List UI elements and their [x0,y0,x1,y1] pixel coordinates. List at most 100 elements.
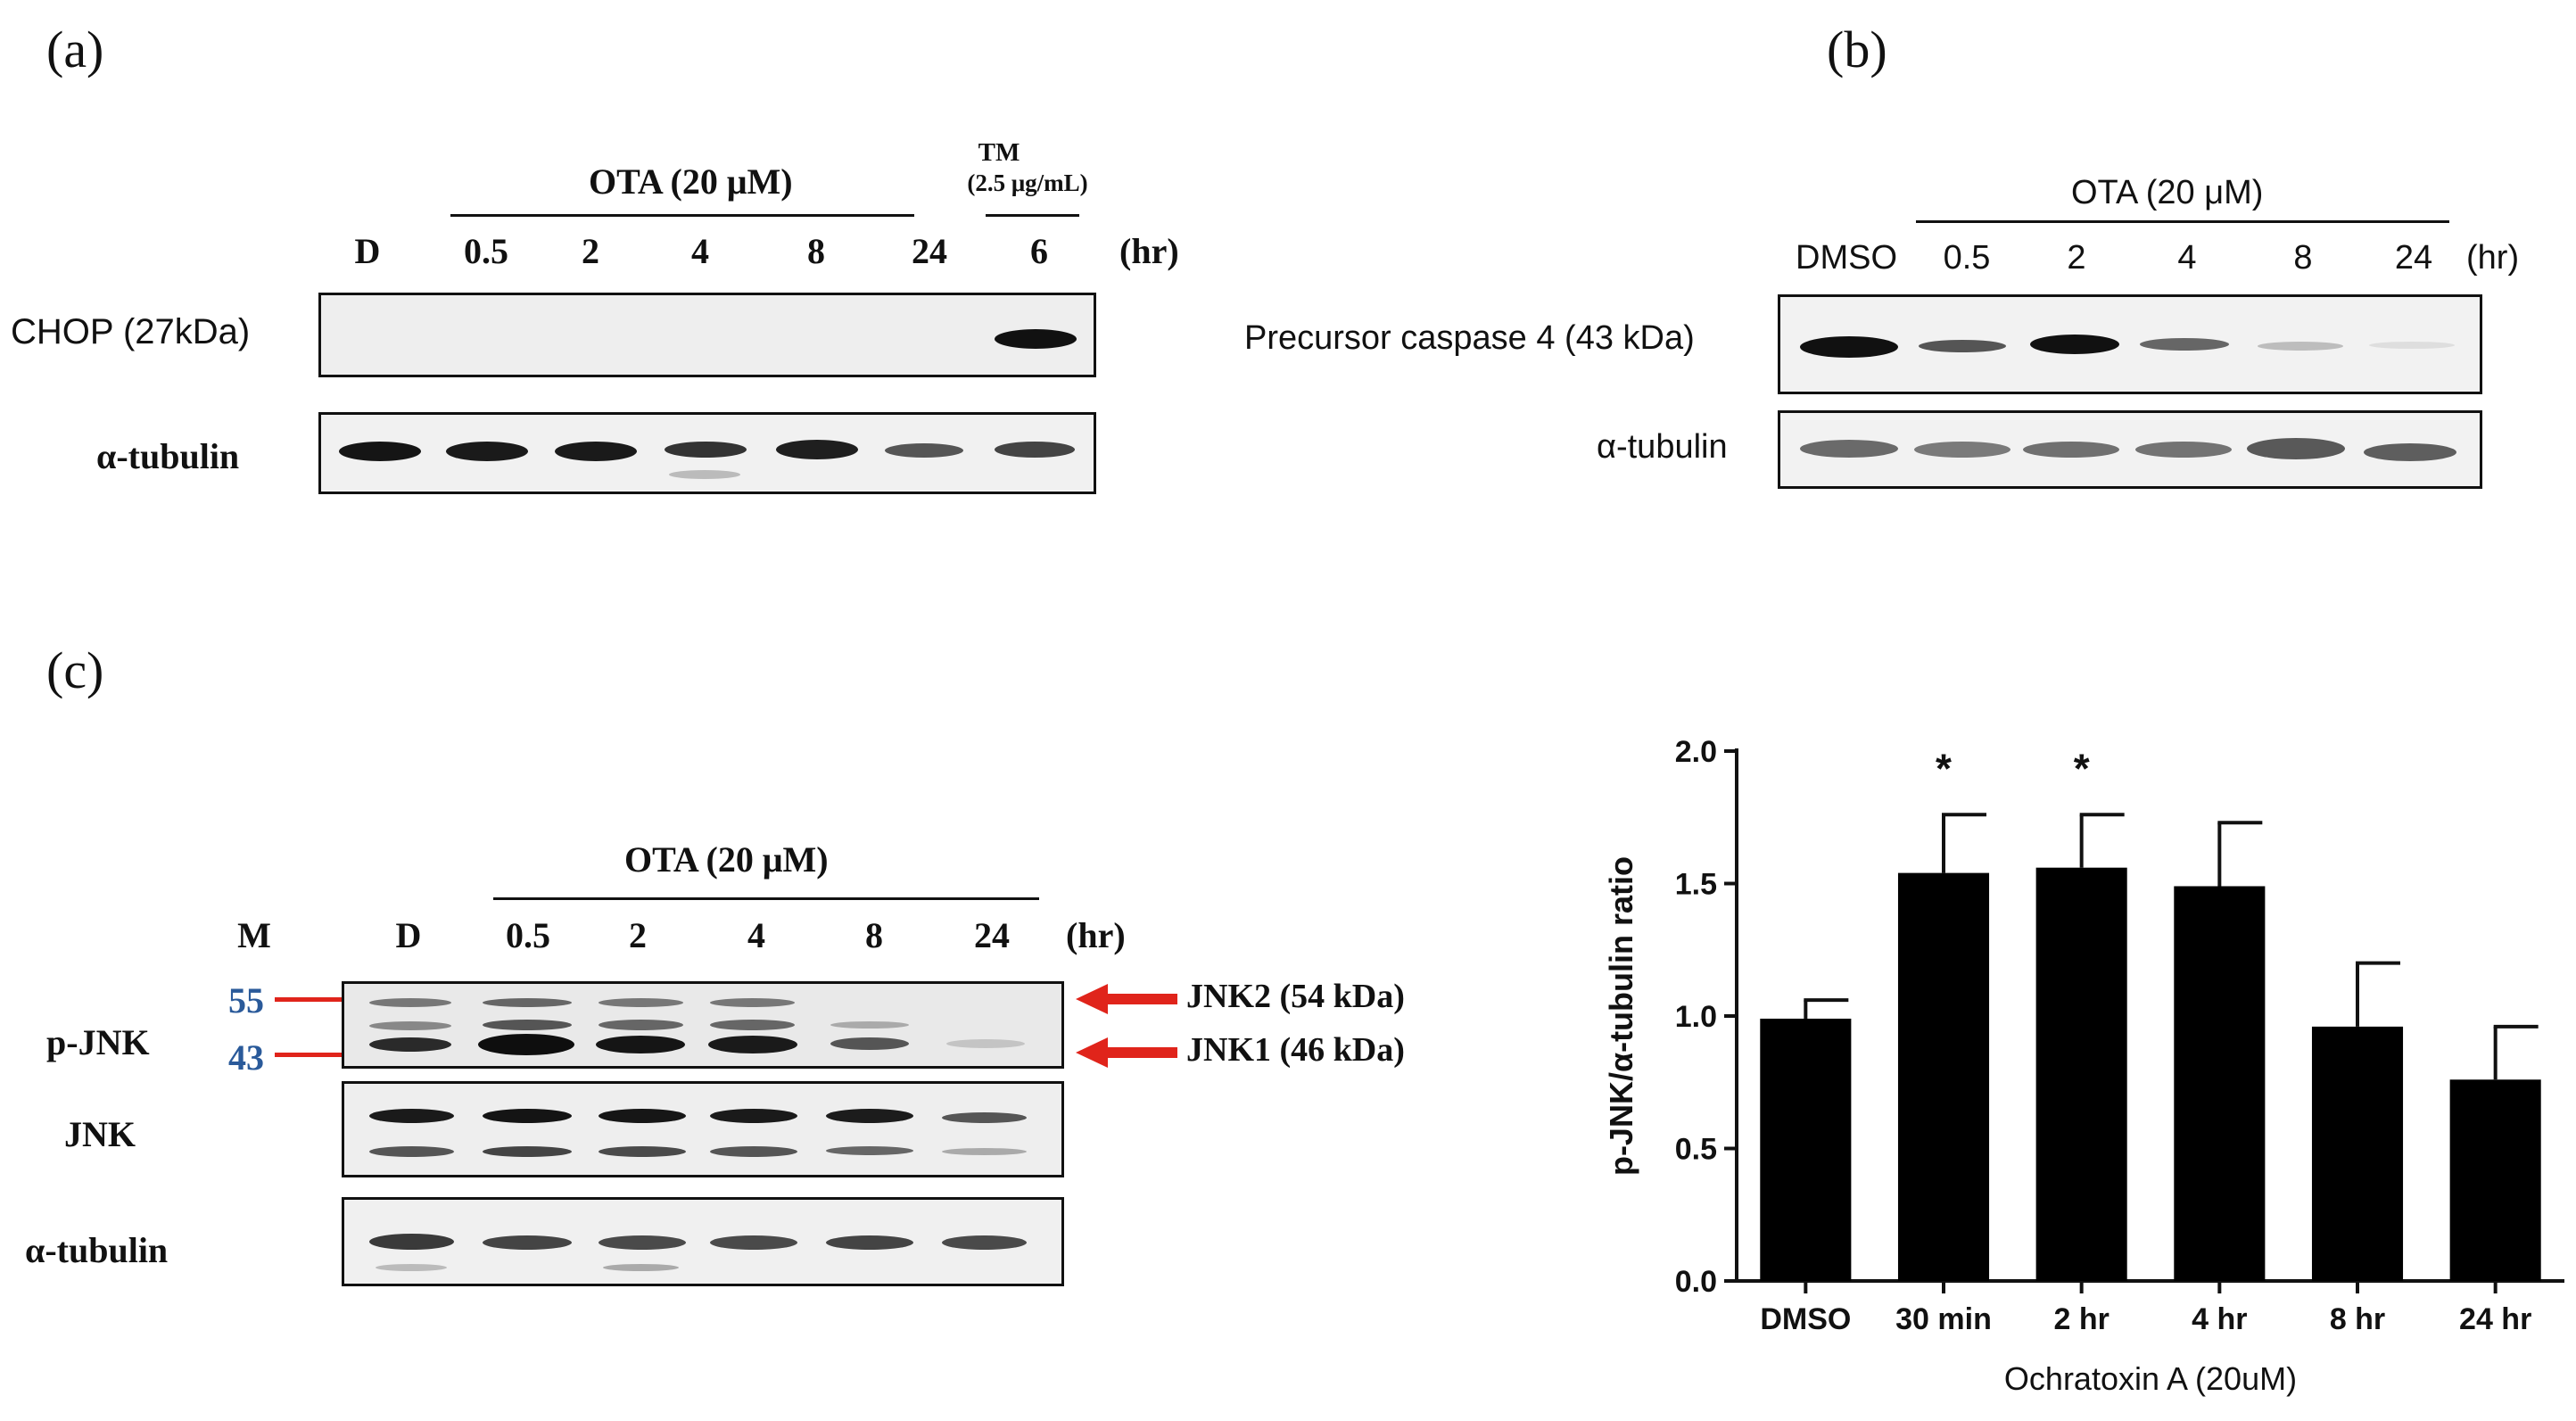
panel-c-lane-label: 8 [865,915,883,955]
panel-a-tm-line [986,214,1079,217]
band [376,1264,447,1271]
band [478,1034,574,1055]
y-axis-title: p-JNK/α-tubulin ratio [1603,856,1639,1176]
panel-a-row-label-tubulin: α-tubulin [96,436,240,476]
panel-b-unit-label: (hr) [2466,239,2520,277]
significance-mark: * [2074,745,2090,791]
band [995,329,1077,349]
panel-b-lane-label: 4 [2177,239,2197,277]
band [599,998,683,1007]
panel-a-lane-label: 2 [582,231,599,271]
y-tick-label: 1.0 [1675,1000,1717,1034]
band [942,1235,1027,1250]
band [830,1021,909,1029]
panel-c-pjnk-blot [342,981,1064,1069]
jnk1-label: JNK1 (46 kDa) [1186,1031,1405,1069]
band [483,1235,572,1250]
marker-43: 43 [228,1037,264,1078]
bar [1897,872,1990,1281]
band [2364,443,2456,461]
band [599,1020,683,1030]
x-tick-label: 24 hr [2459,1302,2531,1336]
panel-a-letter: (a) [46,21,104,78]
panel-b-tubulin-blot [1778,410,2482,489]
panel-b-letter: (b) [1827,21,1887,78]
panel-b-lane-label: 0.5 [1943,239,1991,277]
band [369,1234,454,1250]
band [826,1235,913,1250]
band [483,1109,572,1123]
y-tick-label: 0.5 [1675,1133,1717,1167]
bar [1760,1018,1852,1281]
chart-labels: 0.0 0.5 1.0 1.5 2.0 DMSO 30 min * 2 hr * 4 hr 8 hr 2… [1603,735,2531,1397]
jnk2-label: JNK2 (54 kDa) [1186,978,1405,1015]
band [339,442,421,461]
panel-c-lane-label: 4 [747,915,765,955]
bar [2311,1026,2404,1281]
chart-bars [1760,813,2541,1281]
y-tick-label: 1.5 [1675,868,1717,902]
x-tick-label: 4 hr [2192,1302,2247,1336]
bar [2449,1079,2541,1281]
panel-c-unit-label: (hr) [1066,915,1126,955]
band [599,1235,686,1250]
panel-a-row-label-chop: CHOP (27kDa) [11,312,251,351]
band [369,1037,451,1052]
panel-c-tubulin-blot [342,1197,1064,1286]
band [369,1146,454,1157]
band [2247,438,2345,459]
panel-a-lane-label: 8 [807,231,825,271]
chart-axes [1724,748,2564,1293]
band [826,1146,913,1155]
band [555,442,637,461]
panel-a-unit-label: (hr) [1119,231,1179,271]
band [2140,338,2229,351]
panel-b-lane-label: 24 [2394,239,2433,277]
band [995,442,1075,458]
band [776,440,858,459]
band [830,1037,909,1050]
jnk2-arrow-icon [1076,984,1177,1014]
panel-a-treatment-line [450,214,914,217]
band [946,1039,1025,1048]
band [596,1036,685,1053]
panel-a-tm-label: TM [978,138,1020,167]
x-tick-label: 30 min [1895,1302,1992,1336]
panel-b-lane-label: 2 [2067,239,2086,277]
band [710,1146,797,1157]
band [708,1036,797,1053]
band [710,998,795,1007]
panel-b-row-label-caspase: Precursor caspase 4 (43 kDa) [1244,319,1695,357]
panel-a-lane-label: 24 [912,231,947,271]
band [669,470,740,479]
x-tick-label: 8 hr [2330,1302,2385,1336]
x-tick-label: 2 hr [2053,1302,2109,1336]
panel-c-lane-label: 24 [974,915,1010,955]
marker-43-line [275,1053,344,1057]
band [369,1021,451,1030]
panel-a-tm-dose-label: (2.5 μg/mL) [967,169,1088,196]
band [369,998,451,1007]
panel-c-jnk-blot [342,1081,1064,1177]
panel-c-row-label-tubulin: α-tubulin [25,1230,169,1270]
bar [2035,867,2127,1281]
band [369,1109,454,1123]
panel-c-lane-label: D [395,915,422,955]
band [885,443,963,458]
panel-a-lane-label: 4 [691,231,709,271]
band [942,1148,1027,1155]
x-tick-label: DMSO [1760,1302,1851,1336]
jnk1-arrow-icon [1076,1037,1177,1068]
panel-c-letter: (c) [46,641,104,699]
panel-a-chop-blot [318,293,1096,377]
band [599,1109,686,1123]
band [483,998,572,1007]
band [483,1020,572,1030]
band [2258,342,2343,351]
panel-c-treatment-line [493,897,1039,900]
panel-c-treatment-label: OTA (20 μM) [624,839,829,880]
panel-b-lane-label: 8 [2293,239,2313,277]
marker-55: 55 [228,980,264,1020]
band [665,442,747,458]
band [1914,442,2010,458]
